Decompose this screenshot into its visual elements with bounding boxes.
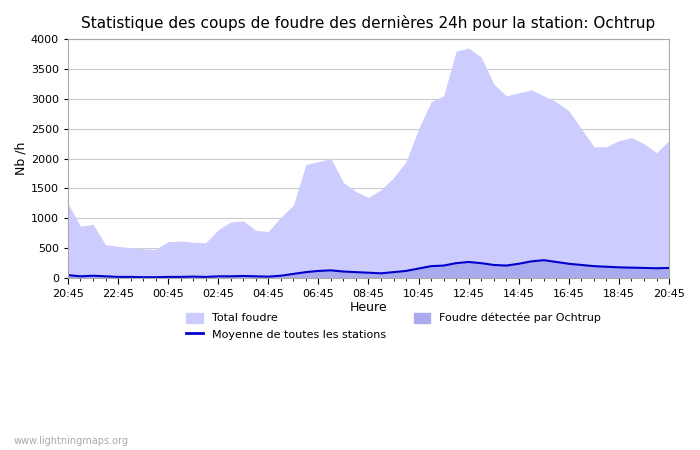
- Moyenne de toutes les stations: [327, 268, 335, 273]
- Moyenne de toutes les stations: [176, 274, 185, 279]
- Moyenne de toutes les stations: [189, 274, 197, 279]
- Moyenne de toutes les stations: [540, 257, 548, 263]
- Moyenne de toutes les stations: [102, 274, 110, 279]
- Title: Statistique des coups de foudre des dernières 24h pour la station: Ochtrup: Statistique des coups de foudre des dern…: [81, 15, 656, 31]
- Moyenne de toutes les stations: [578, 262, 586, 268]
- Moyenne de toutes les stations: [64, 272, 72, 278]
- Moyenne de toutes les stations: [364, 270, 372, 275]
- Moyenne de toutes les stations: [239, 273, 248, 279]
- Moyenne de toutes les stations: [627, 265, 636, 270]
- Moyenne de toutes les stations: [202, 274, 210, 279]
- Moyenne de toutes les stations: [214, 274, 223, 279]
- Moyenne de toutes les stations: [139, 274, 147, 280]
- Legend: Total foudre, Moyenne de toutes les stations, Foudre détectée par Ochtrup: Total foudre, Moyenne de toutes les stat…: [182, 308, 606, 344]
- Moyenne de toutes les stations: [114, 274, 122, 279]
- Moyenne de toutes les stations: [489, 262, 498, 268]
- Moyenne de toutes les stations: [352, 270, 361, 275]
- Moyenne de toutes les stations: [276, 273, 285, 279]
- Moyenne de toutes les stations: [552, 259, 561, 265]
- Moyenne de toutes les stations: [126, 274, 134, 279]
- Moyenne de toutes les stations: [452, 261, 461, 266]
- X-axis label: Heure: Heure: [350, 302, 387, 314]
- Moyenne de toutes les stations: [465, 259, 473, 265]
- Moyenne de toutes les stations: [89, 273, 97, 279]
- Moyenne de toutes les stations: [264, 274, 272, 279]
- Moyenne de toutes les stations: [251, 274, 260, 279]
- Text: www.lightningmaps.org: www.lightningmaps.org: [14, 436, 129, 446]
- Line: Moyenne de toutes les stations: Moyenne de toutes les stations: [68, 260, 669, 277]
- Moyenne de toutes les stations: [340, 269, 348, 274]
- Moyenne de toutes les stations: [514, 261, 523, 266]
- Moyenne de toutes les stations: [427, 263, 435, 269]
- Moyenne de toutes les stations: [289, 271, 298, 277]
- Moyenne de toutes les stations: [502, 263, 510, 268]
- Moyenne de toutes les stations: [302, 270, 310, 275]
- Moyenne de toutes les stations: [602, 264, 610, 270]
- Moyenne de toutes les stations: [477, 261, 485, 266]
- Moyenne de toutes les stations: [652, 266, 661, 271]
- Moyenne de toutes les stations: [76, 274, 85, 279]
- Moyenne de toutes les stations: [151, 274, 160, 280]
- Y-axis label: Nb /h: Nb /h: [15, 142, 28, 176]
- Moyenne de toutes les stations: [377, 270, 385, 276]
- Moyenne de toutes les stations: [665, 265, 673, 270]
- Moyenne de toutes les stations: [314, 268, 323, 274]
- Moyenne de toutes les stations: [640, 265, 648, 270]
- Moyenne de toutes les stations: [227, 274, 235, 279]
- Moyenne de toutes les stations: [440, 263, 448, 268]
- Moyenne de toutes les stations: [414, 266, 423, 271]
- Moyenne de toutes les stations: [589, 263, 598, 269]
- Moyenne de toutes les stations: [402, 268, 410, 274]
- Moyenne de toutes les stations: [615, 265, 623, 270]
- Moyenne de toutes les stations: [565, 261, 573, 266]
- Moyenne de toutes les stations: [164, 274, 172, 279]
- Moyenne de toutes les stations: [527, 259, 536, 264]
- Moyenne de toutes les stations: [389, 270, 398, 275]
